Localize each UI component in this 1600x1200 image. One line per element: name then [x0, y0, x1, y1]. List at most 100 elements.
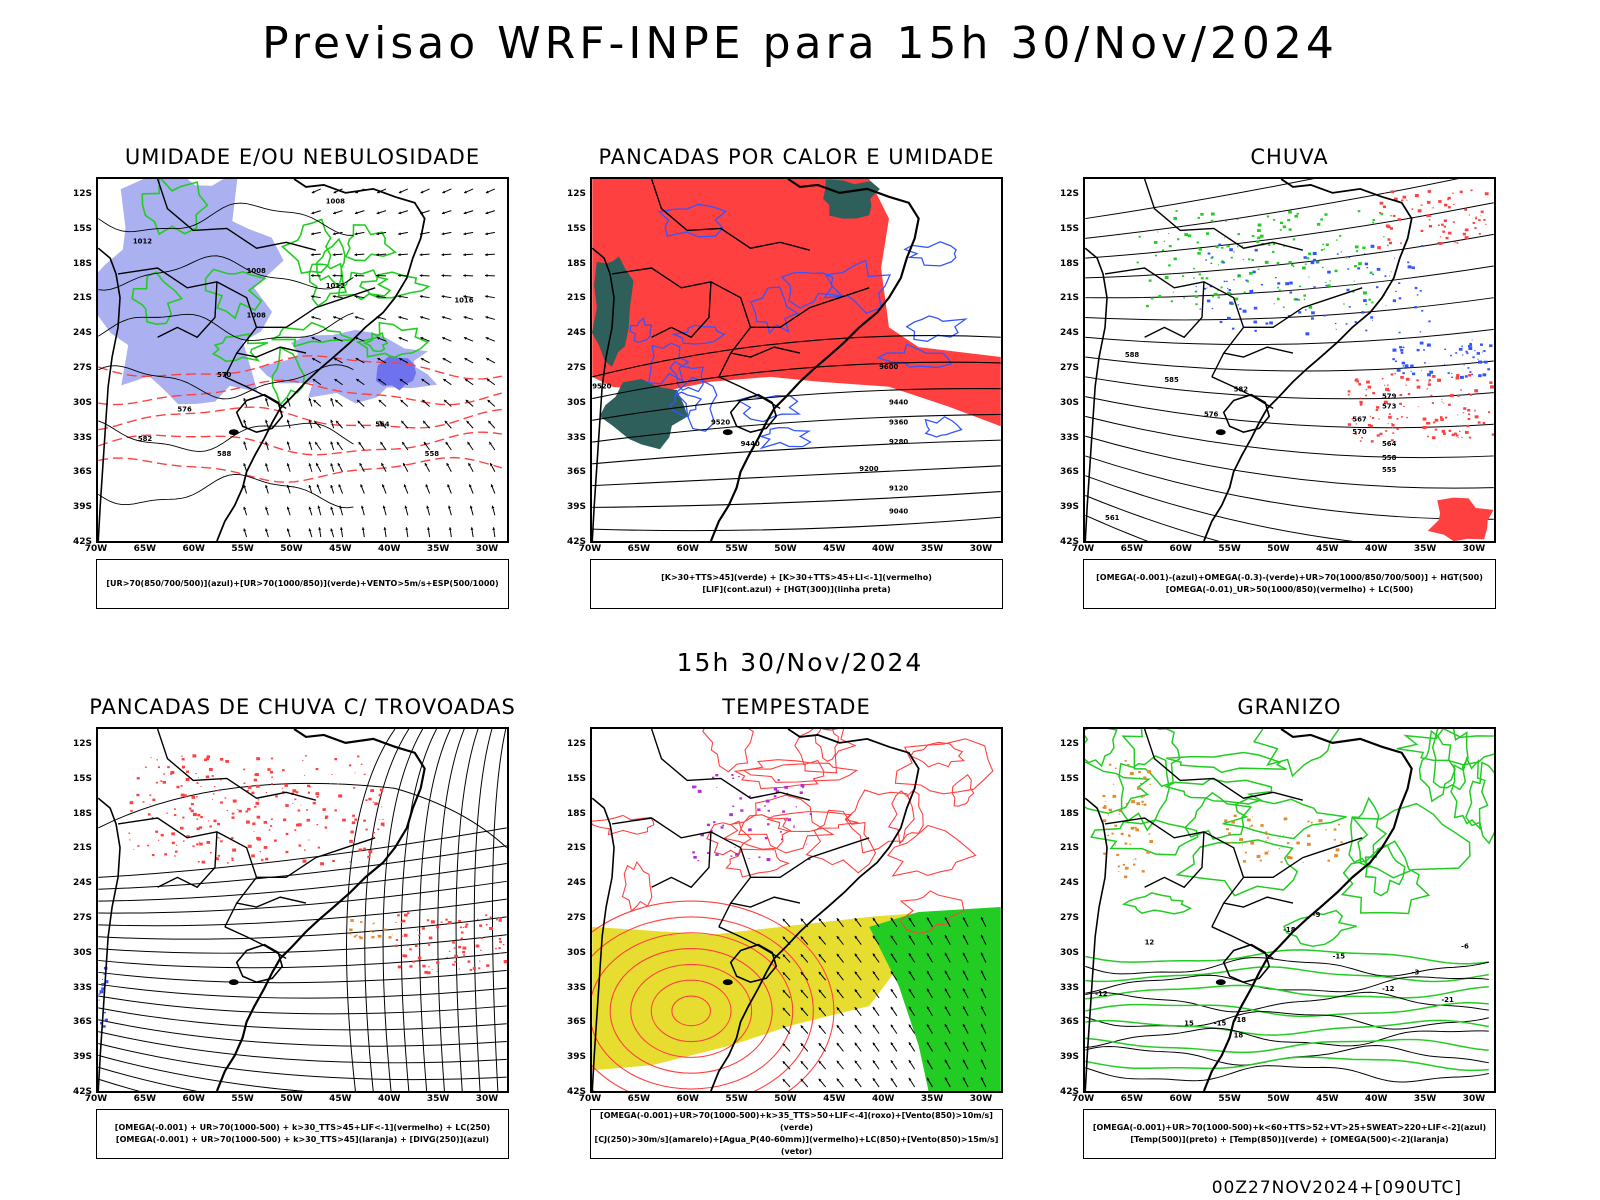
contour-label: 561: [1105, 514, 1120, 522]
thickness-contour: [98, 379, 502, 406]
lc250-streamline: [455, 729, 479, 1091]
lat-tick-label: 12S: [566, 739, 586, 749]
temp850-contour: [1085, 966, 1489, 983]
lc250-streamline: [98, 898, 507, 927]
lat-tick-label: 15S: [566, 773, 586, 784]
temp500-contour: [1085, 991, 1489, 1013]
legend-line: [OMEGA(-0.001) + UR>70(1000-500) + k>30_…: [115, 1135, 490, 1144]
rain-blue-speckles: [1392, 339, 1493, 379]
contour-label: 9280: [889, 438, 908, 446]
west-coastline: [98, 797, 121, 1091]
precipitable-water-contour: [805, 809, 877, 874]
legend-line: [OMEGA(-0.001)+UR>70(1000-500)+k<60+TTS>…: [1092, 1123, 1487, 1132]
lc250-streamline: [491, 729, 507, 1091]
lon-tick-label: 45W: [1316, 1094, 1339, 1104]
lon-tick-label: 55W: [231, 1094, 254, 1104]
temp850-contour: [1121, 892, 1193, 915]
hgt300-contour: [592, 491, 1001, 508]
temp850-contour: [1450, 756, 1489, 831]
panel-title: TEMPESTADE: [722, 695, 871, 719]
lc250-streamline: [98, 952, 507, 969]
lat-tick-label: 33S: [72, 982, 92, 993]
lc250-streamline: [98, 1031, 507, 1064]
contour-label: 558: [1382, 454, 1397, 462]
storm-red-speckles: [128, 754, 385, 866]
thickness-contour: [98, 355, 502, 380]
lagoon-mark: [228, 429, 239, 436]
lon-tick-label: 65W: [1120, 544, 1144, 554]
pressure-isobar: [98, 255, 354, 291]
west-coastline: [1085, 797, 1108, 1091]
lon-tick-label: 35W: [426, 544, 450, 554]
legend-box: [K>30+TTS>45](verde) + [K>30+TTS>45+LI<-…: [590, 559, 1003, 609]
lc250-streamline: [98, 782, 507, 849]
contour-label: 9600: [879, 363, 898, 371]
lagoon-mark: [1215, 429, 1226, 436]
contour-label: 576: [1204, 410, 1219, 418]
green-humidity-contour: [141, 179, 209, 236]
precipitable-water-contour: [592, 814, 655, 836]
page-title: Previsao WRF-INPE para 15h 30/Nov/2024: [262, 18, 1338, 69]
legend-box: [OMEGA(-0.001)+UR>70(1000-500)+k<60+TTS>…: [1083, 1109, 1496, 1159]
rain-green-speckles: [1136, 210, 1392, 309]
country-border: [611, 267, 752, 378]
lc250-streamline: [98, 863, 507, 902]
legend-line: [OMEGA(-0.001)+UR>70(1000-500)+k>35_TTS>…: [600, 1111, 993, 1132]
temp850-contour: [1121, 729, 1181, 788]
lat-tick-label: 42S: [566, 537, 586, 547]
lat-tick-label: 39S: [72, 1052, 92, 1063]
lc250-streamline: [98, 1078, 141, 1091]
lat-tick-label: 24S: [1059, 328, 1079, 339]
contour-label: -15: [1214, 1020, 1227, 1028]
precipitable-water-contour: [733, 763, 825, 790]
hgt500-streamline: [1085, 202, 1494, 259]
contour-label: -18: [1283, 926, 1296, 934]
lon-tick-label: 45W: [1316, 544, 1339, 554]
temp850-contour: [1164, 778, 1273, 805]
lon-tick-label: 70W: [1071, 544, 1095, 554]
lat-tick-label: 33S: [72, 432, 92, 443]
contour-label: 555: [1382, 466, 1397, 474]
precipitable-water-contour: [814, 729, 839, 762]
hgt300-contour: [592, 335, 1001, 378]
precipitable-water-contour: [899, 890, 965, 935]
temp850-contour: [1090, 819, 1199, 856]
lon-tick-label: 55W: [725, 1094, 748, 1104]
lif-contour: [924, 416, 963, 438]
country-border: [1211, 376, 1274, 410]
country-border: [256, 837, 376, 879]
lagoon-mark: [722, 979, 733, 986]
lat-tick-label: 30S: [1059, 947, 1079, 958]
hgt500-streamline: [1085, 514, 1149, 541]
temp850-contour: [1085, 984, 1489, 1000]
lon-tick-label: 70W: [578, 544, 602, 554]
thickness-contour: [98, 456, 502, 483]
lat-tick-label: 33S: [566, 432, 586, 443]
lon-tick-label: 40W: [872, 1094, 895, 1104]
hgt300-contour: [592, 465, 1001, 487]
forecast-map: 9600 9520 9440 9360 9280 9200 9120 9040 9520 9440: [590, 177, 1003, 543]
contour-label: 588: [217, 450, 232, 458]
temp500-contour: [1085, 957, 1489, 977]
lc850-contour: [630, 963, 753, 1058]
lon-tick-label: 50W: [280, 1094, 303, 1104]
lon-tick-label: 70W: [84, 1094, 108, 1104]
lif-contour: [905, 315, 968, 342]
uruguay-outline: [235, 943, 284, 984]
lat-tick-label: 21S: [566, 843, 586, 854]
lon-tick-label: 45W: [329, 1094, 352, 1104]
coastline: [215, 729, 426, 1091]
lon-tick-label: 35W: [1413, 544, 1437, 554]
jet-stream-area: [592, 912, 919, 1071]
lat-tick-label: 15S: [1059, 773, 1079, 784]
country-border: [1243, 287, 1363, 329]
contour-label: 585: [1164, 376, 1179, 384]
legend-line: [UR>70(850/700/500)](azul)+[UR>70(1000/8…: [106, 579, 499, 588]
green-humidity-contour: [362, 331, 389, 353]
lon-tick-label: 30W: [475, 1094, 499, 1104]
lat-tick-label: 39S: [1059, 1052, 1079, 1063]
lat-tick-label: 30S: [1059, 397, 1079, 408]
precipitable-water-contour: [887, 789, 924, 845]
country-border: [1104, 267, 1245, 378]
